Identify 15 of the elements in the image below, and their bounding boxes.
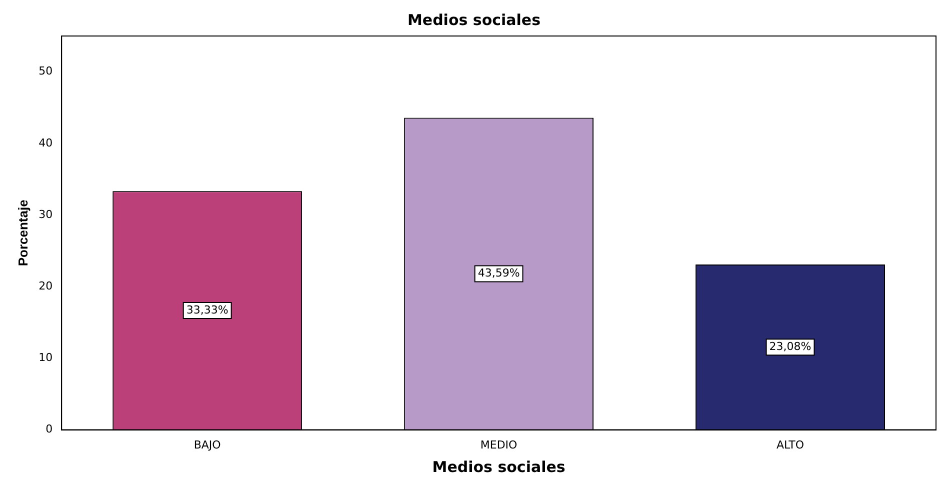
data-label: 23,08% [769, 340, 812, 354]
y-tick-label: 40 [38, 136, 53, 150]
y-tick-label: 50 [38, 64, 53, 78]
data-label: 43,59% [478, 266, 520, 280]
x-tick-label: BAJO [194, 438, 222, 452]
y-tick-label: 0 [46, 422, 53, 436]
chart-title: Medios sociales [407, 10, 541, 29]
y-tick-label: 20 [38, 279, 53, 292]
x-axis-title: Medios sociales [432, 458, 566, 476]
x-tick-label: ALTO [776, 438, 804, 452]
data-label: 33,33% [186, 303, 228, 316]
x-tick-label: MEDIO [480, 438, 518, 452]
y-tick-label: 30 [38, 208, 53, 221]
y-axis-title: Porcentaje [15, 200, 30, 266]
y-tick-label: 10 [38, 351, 53, 364]
